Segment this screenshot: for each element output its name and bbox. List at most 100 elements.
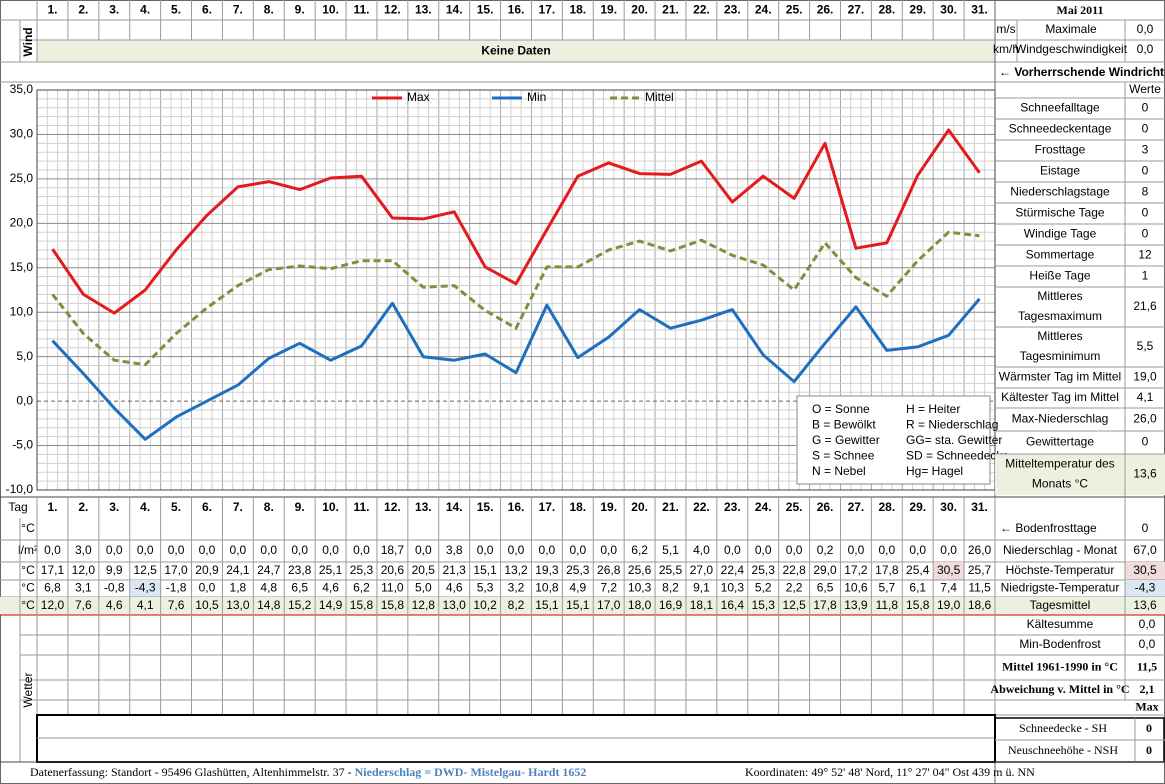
y-tick-label: 10,0 [10, 304, 34, 318]
y-tick-label: 5,0 [16, 349, 33, 363]
highlight-cell [933, 562, 965, 580]
day-label: 20. [631, 3, 648, 17]
highlight-cell [129, 580, 161, 597]
stats-label: Heiße Tage [1029, 269, 1090, 283]
table-value: 3,2 [508, 581, 525, 595]
table-value: 0,0 [199, 581, 216, 595]
stats-label: Niederschlagstage [1010, 185, 1110, 199]
day-label: 10. [322, 500, 339, 514]
table-value: 15,8 [350, 598, 374, 612]
table-value: 25,1 [319, 563, 343, 577]
day-label: 25. [786, 3, 803, 17]
day-label: 14. [446, 500, 463, 514]
summary-label: Mittel 1961-1990 in °C [1002, 659, 1118, 673]
snow-label: Neuschneehöhe - NSH [1008, 743, 1118, 757]
table-value: 15,8 [906, 598, 930, 612]
stats-label: Max-Niederschlag [1012, 412, 1109, 426]
day-label: 18. [569, 500, 586, 514]
table-value: 0,0 [539, 543, 556, 557]
day-label: 3. [109, 3, 119, 17]
table-value: 11,0 [381, 581, 404, 595]
table-value: 12,8 [412, 598, 436, 612]
table-value: 5,7 [878, 581, 895, 595]
table-value: 4,6 [446, 581, 463, 595]
snow-label: Schneedecke - SH [1019, 721, 1107, 735]
highlight-cell [1125, 562, 1165, 580]
stats-label: Gewittertage [1026, 435, 1094, 449]
max-wind-value: 0,0 [1137, 22, 1154, 36]
max-label: Max [1135, 699, 1158, 713]
table-right-value: -4,3 [1135, 581, 1156, 595]
table-value: 10,2 [473, 598, 497, 612]
table-value: 15,1 [566, 598, 590, 612]
table-value: 0,0 [477, 543, 494, 557]
series-line [51, 230, 980, 367]
footer-left: Datenerfassung: Standort - 95496 Glashüt… [30, 765, 586, 779]
summary-value: 2,1 [1140, 682, 1155, 696]
table-right-label: ← Bodenfrosttage [1000, 521, 1097, 535]
table-value: 6,5 [291, 581, 308, 595]
day-label: 3. [109, 500, 119, 514]
symbol-label: H = Heiter [906, 402, 960, 416]
table-value: 18,1 [690, 598, 714, 612]
stats-row-bg [995, 454, 1165, 495]
table-value: 25,3 [350, 563, 374, 577]
table-value: 10,6 [844, 581, 868, 595]
table-value: 0,0 [168, 543, 185, 557]
table-value: 0,0 [415, 543, 432, 557]
table-value: 7,6 [75, 598, 92, 612]
day-label: 9. [295, 500, 305, 514]
day-label: 2. [78, 3, 88, 17]
day-label: 15. [477, 500, 494, 514]
table-right-label: Tagesmittel [1030, 598, 1091, 612]
stats-value: 1 [1142, 269, 1149, 283]
table-value: 19,3 [535, 563, 559, 577]
stats-value: 0 [1142, 122, 1149, 136]
table-value: 17,2 [844, 563, 868, 577]
no-data: Keine Daten [481, 44, 550, 58]
max-wind-label: Windgeschwindigkeit [1015, 42, 1128, 56]
day-label: 29. [909, 500, 926, 514]
table-value: 17,8 [875, 563, 899, 577]
day-label: 10. [322, 3, 339, 17]
day-label: 1. [47, 3, 57, 17]
table-right-value: 13,6 [1133, 598, 1157, 612]
symbol-label: O = Sonne [812, 402, 870, 416]
footer-right: Koordinaten: 49° 52' 48' Nord, 11° 27' 0… [745, 765, 1035, 779]
footer-highlight: Niederschlag = DWD- Mistelgau- Hardt 165… [355, 765, 587, 779]
table-value: 12,5 [782, 598, 806, 612]
snow-value: 0 [1146, 743, 1152, 757]
table-value: 8,2 [508, 598, 525, 612]
table-value: 10,8 [535, 581, 559, 595]
stats-value: 0 [1142, 101, 1149, 115]
table-value: 0,0 [600, 543, 617, 557]
day-label: 12. [384, 500, 401, 514]
series-line [51, 128, 981, 315]
day-label: 17. [539, 3, 556, 17]
table-value: 3,8 [446, 543, 463, 557]
table-value: 17,0 [597, 598, 621, 612]
table-value: 0,0 [878, 543, 895, 557]
day-label: 22. [693, 3, 710, 17]
table-value: 13,0 [226, 598, 250, 612]
day-label: 31. [971, 500, 988, 514]
table-value: 10,3 [628, 581, 652, 595]
stats-value: 19,0 [1133, 370, 1157, 384]
day-label: 2. [78, 500, 88, 514]
table-value: 14,9 [319, 598, 343, 612]
day-label: 7. [233, 3, 243, 17]
table-value: 0,0 [353, 543, 370, 557]
day-label: 16. [508, 500, 525, 514]
day-label: 26. [817, 3, 834, 17]
table-value: -0,8 [104, 581, 125, 595]
day-label: 23. [724, 500, 741, 514]
table-value: 12,5 [133, 563, 157, 577]
table-value: 6,2 [353, 581, 370, 595]
table-value: 15,3 [752, 598, 776, 612]
day-label: 24. [755, 500, 772, 514]
day-label: 14. [446, 3, 463, 17]
y-tick-label: 30,0 [10, 127, 34, 141]
table-value: 23,8 [288, 563, 312, 577]
table-value: 10,3 [721, 581, 745, 595]
